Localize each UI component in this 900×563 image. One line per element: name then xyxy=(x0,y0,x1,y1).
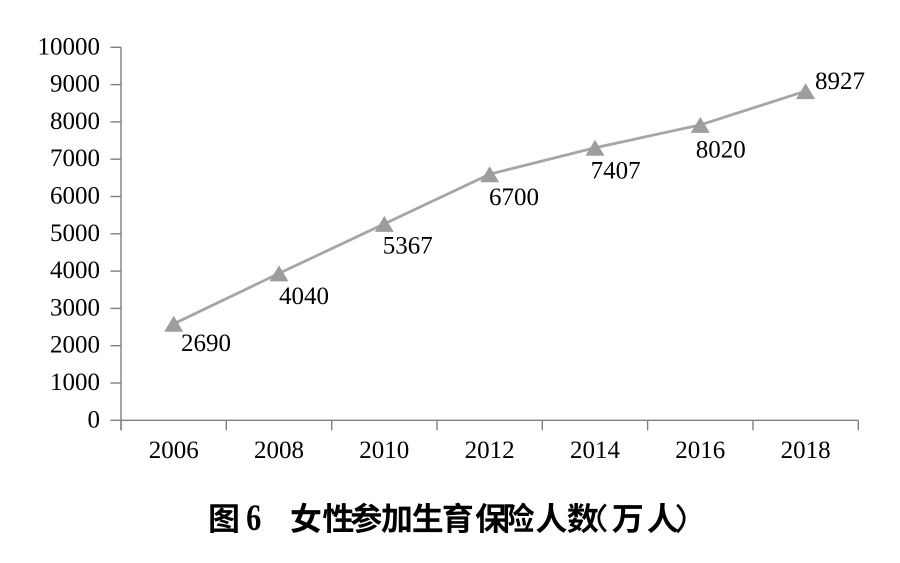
svg-text:3000: 3000 xyxy=(50,294,100,321)
svg-text:2014: 2014 xyxy=(570,437,621,464)
svg-text:9000: 9000 xyxy=(50,71,100,98)
svg-text:6: 6 xyxy=(246,498,261,538)
svg-text:8000: 8000 xyxy=(50,108,100,135)
svg-text:7000: 7000 xyxy=(50,145,100,172)
svg-text:1000: 1000 xyxy=(50,369,100,396)
svg-text:2012: 2012 xyxy=(465,437,515,464)
svg-text:2018: 2018 xyxy=(781,437,831,464)
svg-text:8927: 8927 xyxy=(815,68,865,95)
svg-text:2008: 2008 xyxy=(254,437,304,464)
svg-text:2000: 2000 xyxy=(50,332,100,359)
svg-text:10000: 10000 xyxy=(38,33,101,60)
svg-text:4040: 4040 xyxy=(279,283,329,310)
svg-text:2006: 2006 xyxy=(149,437,199,464)
svg-text:6700: 6700 xyxy=(489,184,539,211)
svg-text:0: 0 xyxy=(88,406,101,433)
svg-text:2690: 2690 xyxy=(181,330,231,357)
svg-text:4000: 4000 xyxy=(50,257,100,284)
svg-text:8020: 8020 xyxy=(696,137,746,164)
svg-text:2010: 2010 xyxy=(359,437,409,464)
svg-text:2016: 2016 xyxy=(675,437,725,464)
svg-text:5367: 5367 xyxy=(383,233,433,260)
svg-text:7407: 7407 xyxy=(591,158,641,185)
svg-text:6000: 6000 xyxy=(50,183,100,210)
svg-text:5000: 5000 xyxy=(50,220,100,247)
